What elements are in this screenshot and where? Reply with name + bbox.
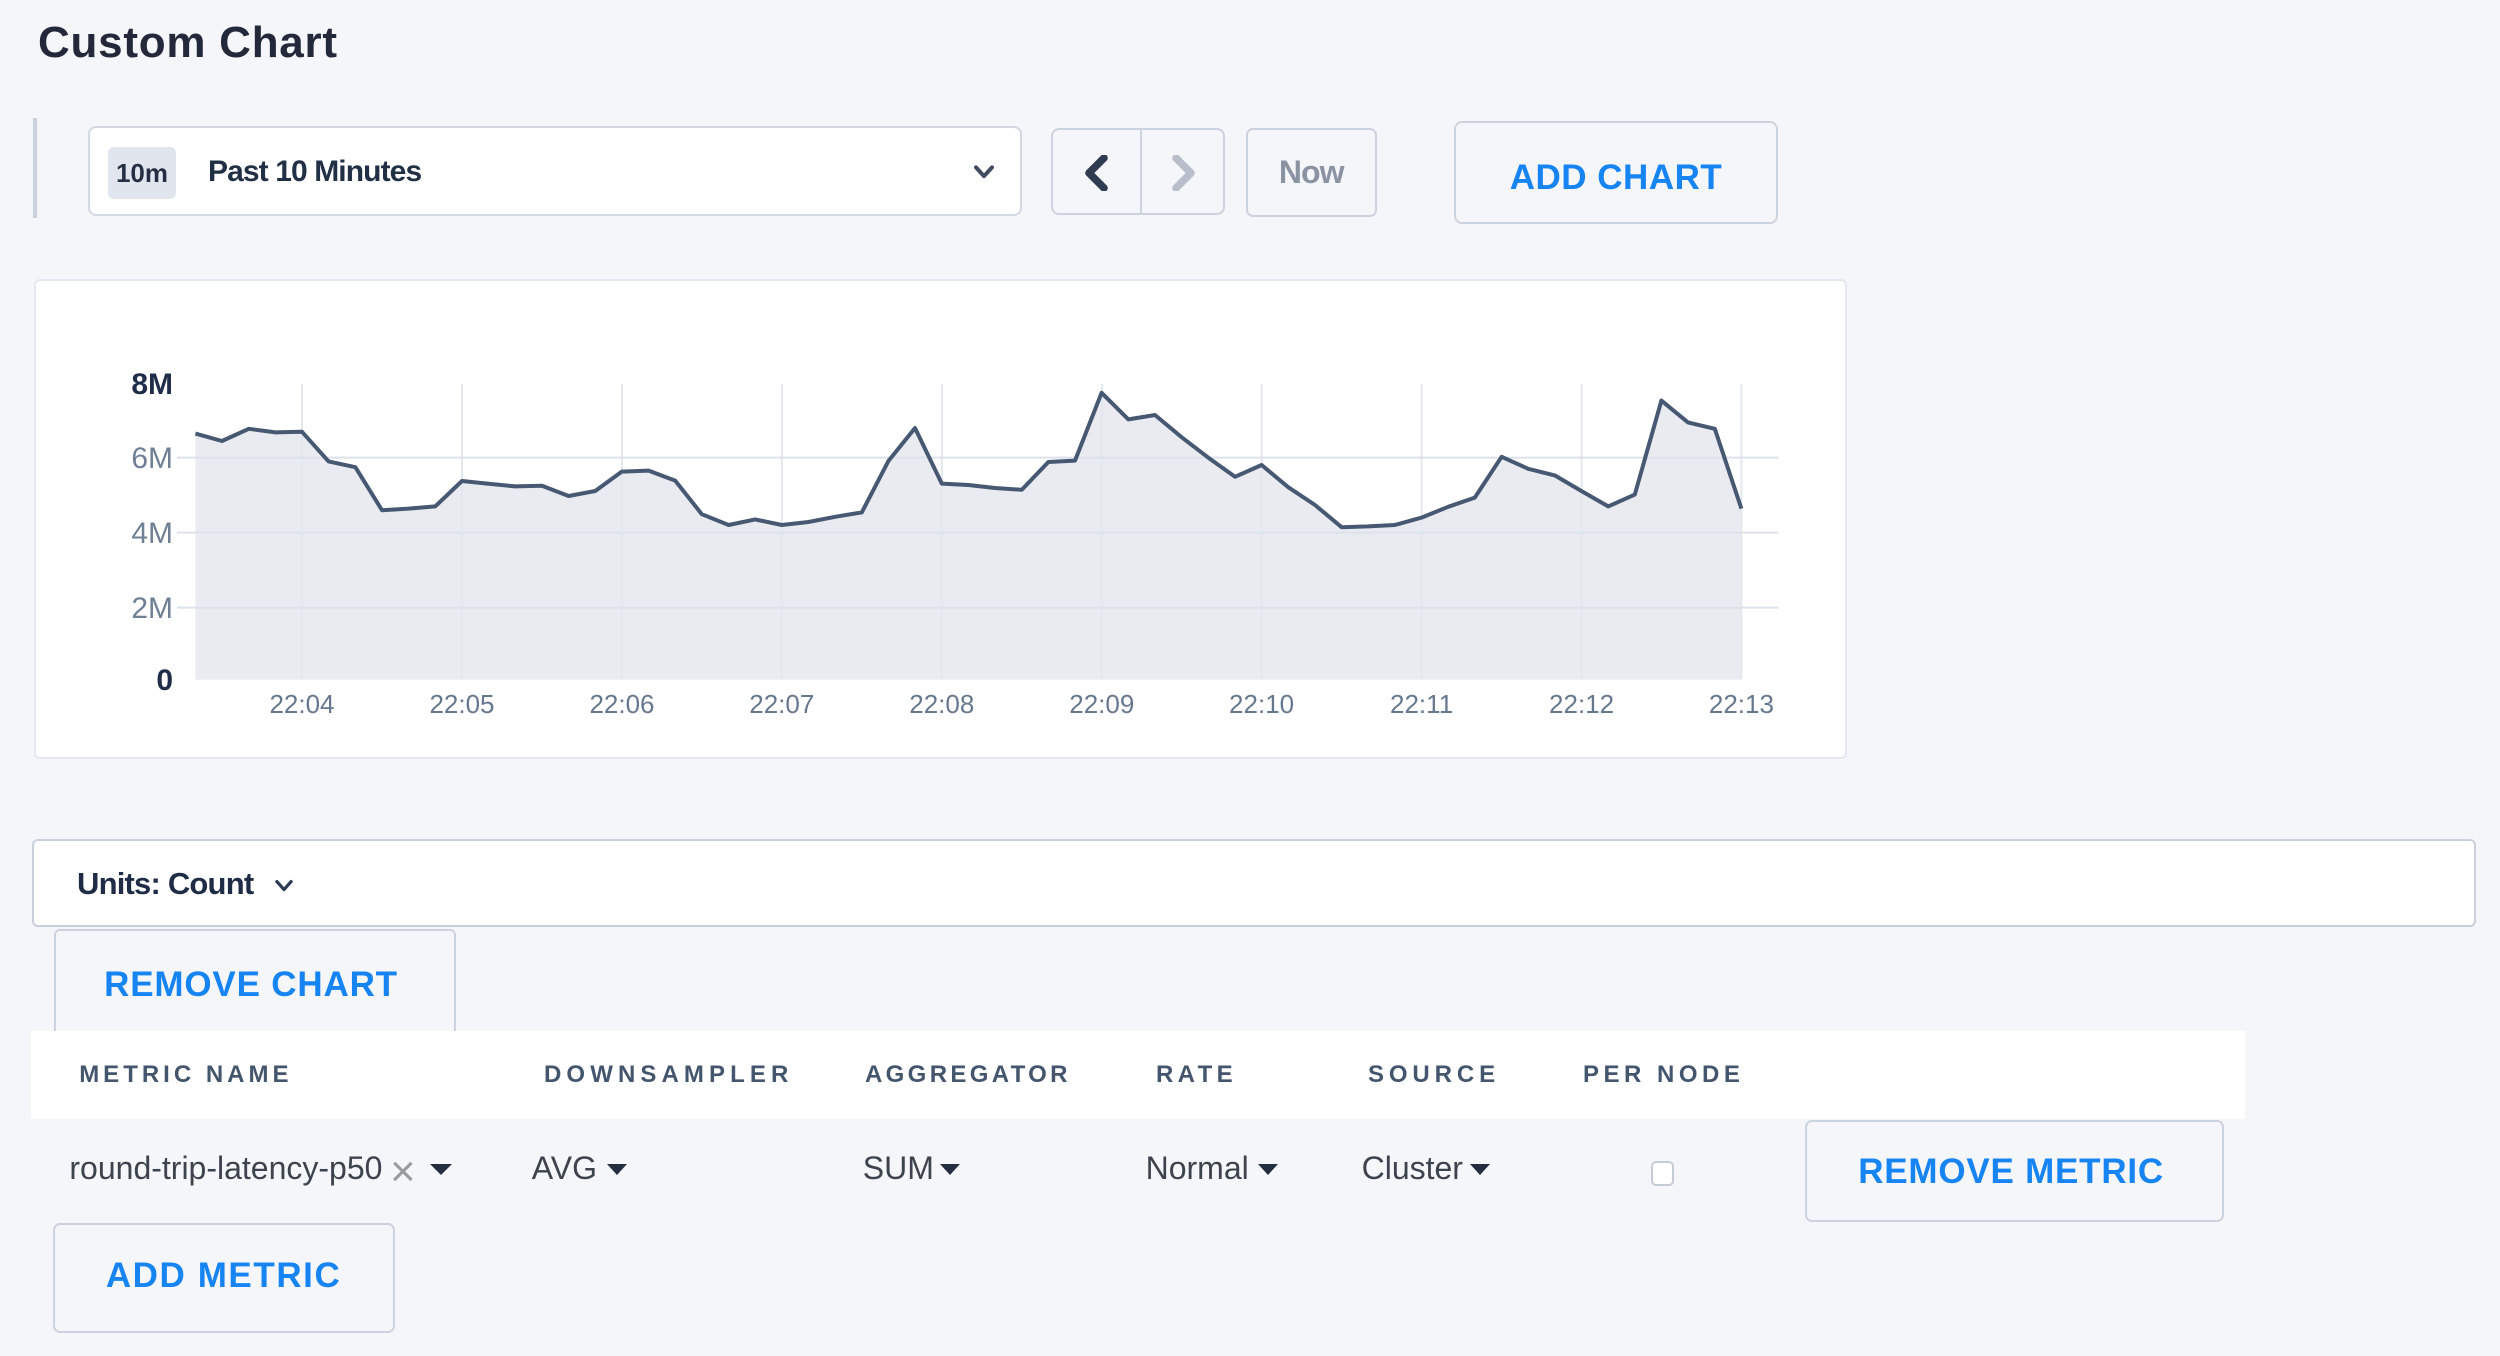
svg-text:22:13: 22:13 — [1709, 689, 1774, 719]
svg-text:22:07: 22:07 — [749, 689, 814, 719]
svg-text:0: 0 — [157, 664, 174, 697]
svg-text:2M: 2M — [132, 592, 174, 625]
svg-text:6M: 6M — [132, 442, 174, 475]
svg-text:22:08: 22:08 — [909, 689, 974, 719]
svg-text:22:05: 22:05 — [430, 689, 495, 719]
svg-text:22:06: 22:06 — [590, 689, 655, 719]
svg-text:22:04: 22:04 — [270, 689, 335, 719]
svg-text:22:12: 22:12 — [1549, 689, 1614, 719]
svg-text:22:10: 22:10 — [1229, 689, 1294, 719]
svg-text:22:11: 22:11 — [1390, 689, 1453, 719]
svg-text:8M: 8M — [132, 368, 174, 401]
svg-text:4M: 4M — [132, 517, 174, 550]
svg-text:22:09: 22:09 — [1069, 689, 1134, 719]
